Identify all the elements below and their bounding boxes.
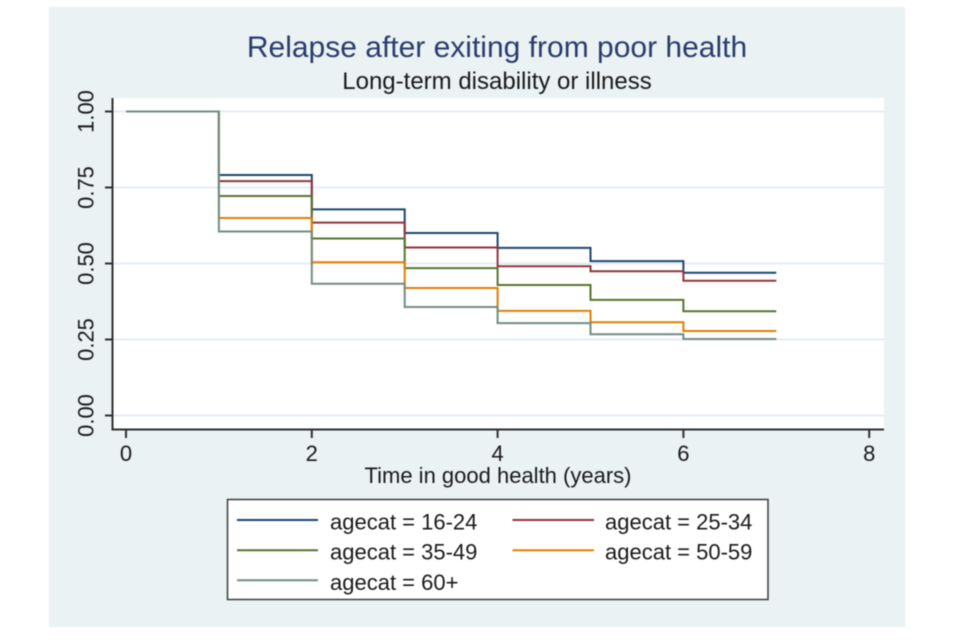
svg-text:Relapse after exiting from poo: Relapse after exiting from poor health: [247, 31, 747, 64]
svg-text:8: 8: [863, 441, 875, 466]
svg-text:6: 6: [677, 441, 689, 466]
svg-text:0.75: 0.75: [74, 166, 99, 209]
svg-text:agecat = 60+: agecat = 60+: [330, 570, 458, 595]
svg-text:Long-term disability or illnes: Long-term disability or illness: [342, 68, 651, 95]
svg-text:0.25: 0.25: [74, 318, 99, 361]
svg-text:agecat = 50-59: agecat = 50-59: [605, 540, 752, 565]
svg-text:2: 2: [306, 441, 318, 466]
svg-text:0.00: 0.00: [74, 394, 99, 437]
svg-text:agecat = 25-34: agecat = 25-34: [605, 510, 752, 535]
svg-text:0: 0: [120, 441, 132, 466]
svg-text:Time in good health (years): Time in good health (years): [365, 463, 632, 488]
svg-text:agecat = 35-49: agecat = 35-49: [330, 540, 477, 565]
svg-text:4: 4: [491, 441, 503, 466]
svg-text:1.00: 1.00: [74, 90, 99, 133]
svg-text:0.50: 0.50: [74, 242, 99, 285]
svg-text:agecat = 16-24: agecat = 16-24: [330, 510, 477, 535]
